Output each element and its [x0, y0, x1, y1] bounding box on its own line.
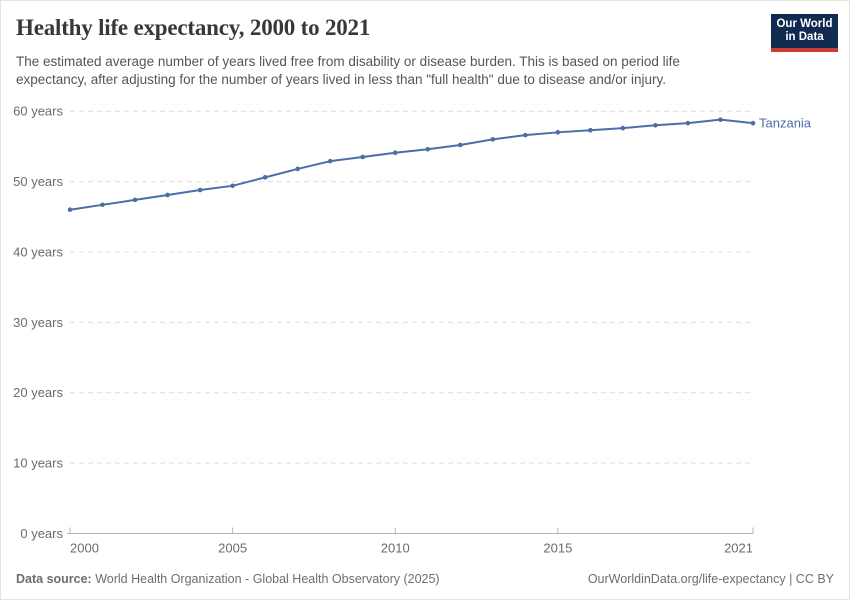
- owid-logo-line2: in Data: [785, 31, 824, 43]
- data-point: [425, 146, 431, 152]
- x-axis-label: 2005: [218, 541, 247, 556]
- data-point: [67, 207, 73, 213]
- data-point: [555, 130, 561, 135]
- chart-footer: Data source: World Health Organization -…: [16, 572, 834, 586]
- data-point: [262, 175, 268, 180]
- footer-link[interactable]: OurWorldinData.org/life-expectancy | CC …: [587, 572, 834, 586]
- owid-logo-line1: Our World: [776, 17, 833, 30]
- data-point: [327, 158, 333, 164]
- data-point: [490, 137, 496, 142]
- data-point: [523, 132, 528, 138]
- x-axis-label: 2000: [70, 541, 99, 556]
- data-point: [685, 120, 691, 126]
- y-axis-label: 0 years: [20, 526, 63, 541]
- data-source-text: World Health Organization - Global Healt…: [95, 572, 440, 586]
- data-point: [132, 197, 138, 203]
- data-point: [457, 142, 463, 148]
- data-point: [197, 187, 203, 193]
- page-title: Healthy life expectancy, 2000 to 2021: [16, 15, 371, 40]
- x-axis-label: 2015: [543, 541, 572, 556]
- data-point: [653, 122, 658, 128]
- data-point: [392, 150, 398, 156]
- data-point: [588, 127, 593, 133]
- data-source-label: Data source:: [16, 572, 92, 586]
- y-axis-label: 10 years: [13, 456, 63, 471]
- x-axis-label: 2010: [381, 541, 410, 556]
- x-axis-label: 2021: [724, 541, 753, 556]
- owid-logo[interactable]: Our World in Data: [771, 14, 838, 52]
- data-point: [360, 154, 366, 160]
- data-point: [750, 120, 756, 126]
- data-point: [230, 183, 235, 189]
- data-source: Data source: World Health Organization -…: [16, 572, 440, 586]
- y-axis-label: 30 years: [13, 315, 63, 330]
- y-axis-label: 60 years: [13, 104, 63, 119]
- data-point: [718, 117, 723, 122]
- y-axis-label: 50 years: [13, 174, 63, 189]
- chart-subtitle: The estimated average number of years li…: [16, 54, 680, 87]
- data-point: [100, 202, 105, 208]
- data-point: [165, 192, 170, 198]
- series-line: [69, 118, 754, 211]
- data-point: [295, 166, 300, 172]
- y-axis-label: 40 years: [13, 244, 63, 259]
- data-point: [620, 125, 626, 131]
- y-axis-label: 20 years: [13, 385, 63, 400]
- entity-label: Tanzania: [759, 116, 812, 131]
